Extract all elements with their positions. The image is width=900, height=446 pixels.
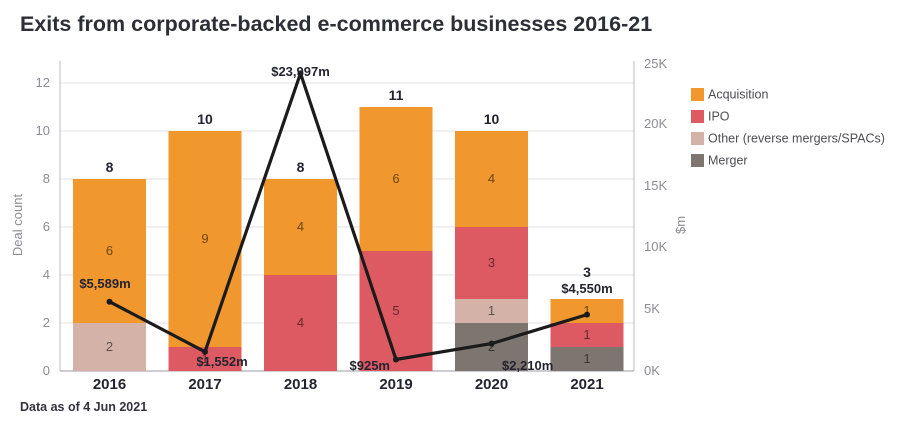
svg-text:12: 12 [36,75,50,90]
svg-text:IPO: IPO [708,110,730,124]
svg-text:11: 11 [389,87,404,103]
svg-text:$4,550m: $4,550m [561,281,612,296]
svg-text:8: 8 [106,159,114,175]
svg-text:10: 10 [484,111,500,127]
svg-text:$m: $m [673,216,688,234]
svg-text:Deal count: Deal count [10,194,25,257]
svg-text:2021: 2021 [570,376,603,393]
svg-text:$925m: $925m [350,358,390,373]
svg-text:10: 10 [36,123,50,138]
svg-text:5: 5 [392,303,399,318]
svg-text:6: 6 [106,243,113,258]
svg-text:2016: 2016 [93,376,126,393]
svg-text:3: 3 [583,264,591,280]
svg-text:4: 4 [297,315,304,330]
svg-text:4: 4 [43,267,50,282]
svg-text:6: 6 [43,219,50,234]
svg-text:Acquisition: Acquisition [708,88,768,102]
svg-text:1: 1 [488,303,495,318]
svg-text:2: 2 [43,315,50,330]
svg-text:9: 9 [201,231,208,246]
svg-text:4: 4 [488,171,495,186]
svg-text:25K: 25K [644,56,667,71]
svg-text:$5,589m: $5,589m [79,276,130,291]
svg-text:2019: 2019 [379,376,412,393]
svg-text:0: 0 [43,363,50,378]
svg-text:8: 8 [43,171,50,186]
svg-text:20K: 20K [644,116,667,131]
svg-text:4: 4 [297,219,304,234]
svg-text:10: 10 [197,111,213,127]
svg-text:6: 6 [392,171,399,186]
svg-text:$2,210m: $2,210m [502,358,553,373]
svg-text:0K: 0K [644,363,660,378]
svg-text:2017: 2017 [188,376,221,393]
svg-text:Other (reverse mergers/SPACs): Other (reverse mergers/SPACs) [708,132,885,146]
svg-text:1: 1 [583,351,590,366]
svg-text:$23,997m: $23,997m [271,64,330,79]
svg-text:10K: 10K [644,239,667,254]
svg-text:1: 1 [583,327,590,342]
svg-text:2018: 2018 [284,376,317,393]
svg-text:3: 3 [488,255,495,270]
svg-text:Merger: Merger [708,154,748,168]
svg-text:8: 8 [297,159,305,175]
svg-text:2020: 2020 [475,376,508,393]
svg-text:5K: 5K [644,301,660,316]
svg-text:2: 2 [106,339,113,354]
svg-text:$1,552m: $1,552m [196,354,247,369]
svg-text:15K: 15K [644,178,667,193]
